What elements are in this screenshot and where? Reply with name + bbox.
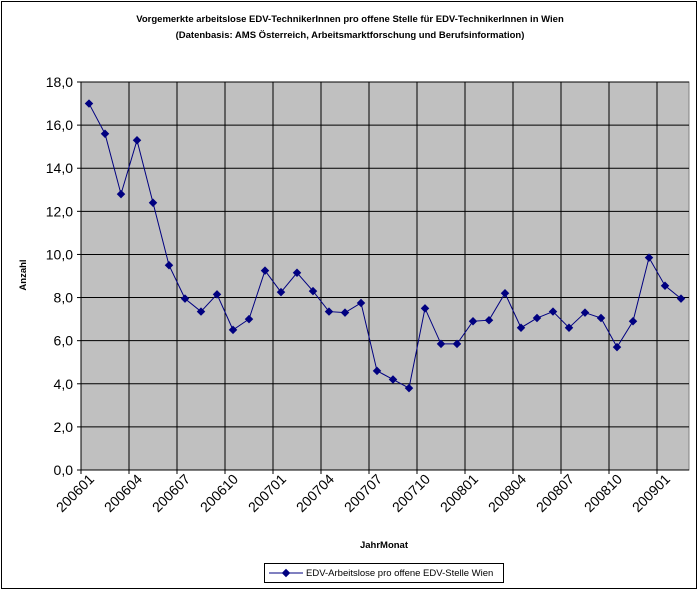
x-axis-label: JahrMonat	[360, 540, 409, 551]
x-tick-label: 200707	[341, 471, 385, 515]
data-point	[532, 313, 542, 323]
y-tick-label: 10,0	[46, 246, 73, 262]
y-tick-label: 0,0	[54, 462, 74, 478]
data-point	[340, 308, 350, 317]
data-point	[484, 315, 494, 325]
x-tick-label: 200610	[197, 471, 241, 515]
grid-lines	[81, 81, 689, 470]
series-points	[84, 99, 686, 393]
plot-area	[80, 81, 690, 471]
y-tick-label: 16,0	[46, 117, 73, 133]
x-tick-label: 200804	[485, 471, 529, 515]
y-tick-label: 8,0	[54, 290, 74, 306]
data-point	[660, 281, 670, 290]
x-tick-label: 200607	[149, 471, 193, 515]
chart-title: Vorgemerkte arbeitslose EDV-TechnikerInn…	[136, 14, 564, 25]
x-tick-label: 200810	[581, 471, 625, 515]
data-point	[84, 99, 94, 108]
data-point	[212, 290, 222, 299]
data-point	[404, 383, 414, 393]
data-point	[452, 339, 462, 349]
y-tick-label: 14,0	[46, 160, 73, 176]
x-tick-labels: 200601 200604 200607 200610 200701 200704 2007…	[53, 471, 673, 515]
data-point	[100, 129, 110, 138]
data-point	[132, 135, 142, 145]
data-point	[228, 325, 238, 335]
data-point	[372, 366, 382, 376]
y-axis-label: Anzahl	[18, 259, 29, 290]
data-point	[180, 294, 190, 303]
data-point	[420, 304, 430, 313]
data-point	[596, 313, 606, 323]
legend-label: EDV-Arbeitslose pro offene EDV-Stelle Wi…	[306, 567, 494, 579]
y-tick-label: 6,0	[54, 333, 74, 349]
data-point	[548, 307, 558, 316]
legend-line-marker-icon	[269, 568, 303, 578]
x-tick-label: 200701	[245, 471, 289, 515]
legend: EDV-Arbeitslose pro offene EDV-Stelle Wi…	[264, 563, 504, 583]
y-tick-label: 4,0	[54, 376, 74, 392]
data-point	[356, 298, 366, 308]
x-tick-label: 200801	[437, 471, 481, 515]
data-point	[676, 294, 686, 303]
data-point	[516, 323, 526, 332]
x-tick-label: 200901	[629, 471, 673, 515]
chart-subtitle: (Datenbasis: AMS Österreich, Arbeitsmark…	[175, 30, 525, 41]
x-tick-label: 200807	[533, 471, 577, 515]
y-tick-label: 2,0	[54, 419, 74, 435]
data-point	[388, 375, 398, 384]
data-point	[148, 198, 158, 207]
data-point	[276, 287, 286, 297]
data-point	[324, 307, 334, 316]
x-tick-label: 200604	[101, 471, 145, 515]
data-point	[164, 260, 174, 270]
data-point	[292, 268, 302, 278]
axes	[77, 81, 689, 474]
data-point	[500, 289, 510, 298]
data-point	[468, 317, 478, 326]
data-point	[308, 286, 318, 296]
data-point	[116, 189, 126, 199]
y-tick-labels: 0,0 2,0 4,0 6,0 8,0 10,0 12,0 14,0 16,0 18,0	[46, 74, 73, 478]
y-tick-label: 18,0	[46, 74, 73, 90]
y-tick-label: 12,0	[46, 203, 73, 219]
data-point	[436, 339, 446, 349]
data-point	[244, 314, 254, 324]
data-point	[628, 317, 638, 326]
x-tick-label: 200704	[293, 471, 337, 515]
data-point	[196, 307, 206, 316]
x-tick-label: 200710	[389, 471, 433, 515]
data-point	[612, 342, 622, 352]
data-point	[564, 323, 574, 332]
data-point	[260, 266, 270, 275]
data-point	[580, 308, 590, 317]
series-line	[88, 103, 682, 389]
